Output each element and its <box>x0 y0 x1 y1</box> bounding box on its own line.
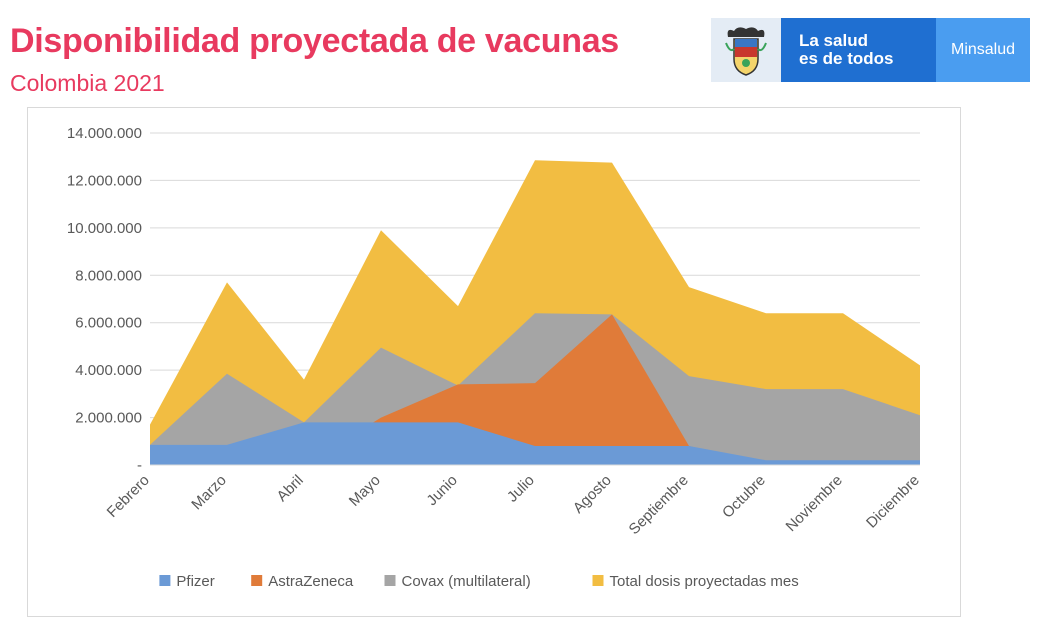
ministry-brand-banner: La salud es de todos Minsalud <box>711 18 1030 82</box>
x-tick-label: Diciembre <box>863 472 923 532</box>
legend-label: AstraZeneca <box>268 573 354 590</box>
page-subtitle: Colombia 2021 <box>10 70 165 96</box>
legend-swatch <box>251 575 263 586</box>
legend-swatch <box>159 575 171 586</box>
slogan-line-2: es de todos <box>799 49 894 68</box>
x-tick-label: Febrero <box>104 472 153 521</box>
series-area-astrazeneca <box>150 314 920 465</box>
legend-swatch <box>592 575 604 586</box>
y-tick-label: - <box>137 457 142 474</box>
chart-frame: - 2.000.000 4.000.000 6.000.000 8.000.000 10.… <box>27 107 961 617</box>
y-tick-label: 2.000.000 <box>75 410 142 427</box>
y-tick-label: 6.000.000 <box>75 315 142 332</box>
y-tick-label: 4.000.000 <box>75 362 142 379</box>
x-tick-label: Mayo <box>346 472 384 510</box>
legend-swatch <box>384 575 396 586</box>
legend-label: Total dosis proyectadas mes <box>610 573 799 590</box>
coat-of-arms-icon <box>711 18 781 82</box>
y-tick-label: 14.000.000 <box>67 125 142 142</box>
legend-label: Pfizer <box>176 573 214 590</box>
area-chart: - 2.000.000 4.000.000 6.000.000 8.000.000 10.… <box>67 125 923 590</box>
y-tick-label: 10.000.000 <box>67 220 142 237</box>
x-tick-label: Octubre <box>719 472 769 522</box>
legend-label: Covax (multilateral) <box>402 573 531 590</box>
page-title: Disponibilidad proyectada de vacunas <box>10 22 619 60</box>
slogan-line-1: La salud <box>799 31 868 50</box>
minsalud-label: Minsalud <box>936 18 1030 82</box>
x-tick-label: Marzo <box>188 472 229 513</box>
y-tick-label: 8.000.000 <box>75 267 142 284</box>
slogan-box: La salud es de todos <box>781 18 936 82</box>
y-tick-label: 12.000.000 <box>67 172 142 189</box>
x-tick-label: Junio <box>423 472 460 509</box>
x-tick-label: Abril <box>274 472 307 505</box>
x-tick-label: Julio <box>504 472 538 506</box>
x-tick-label: Agosto <box>570 472 615 517</box>
series-area-pfizer <box>150 422 920 465</box>
x-tick-label: Septiembre <box>626 472 692 538</box>
x-tick-label: Noviembre <box>783 472 846 535</box>
